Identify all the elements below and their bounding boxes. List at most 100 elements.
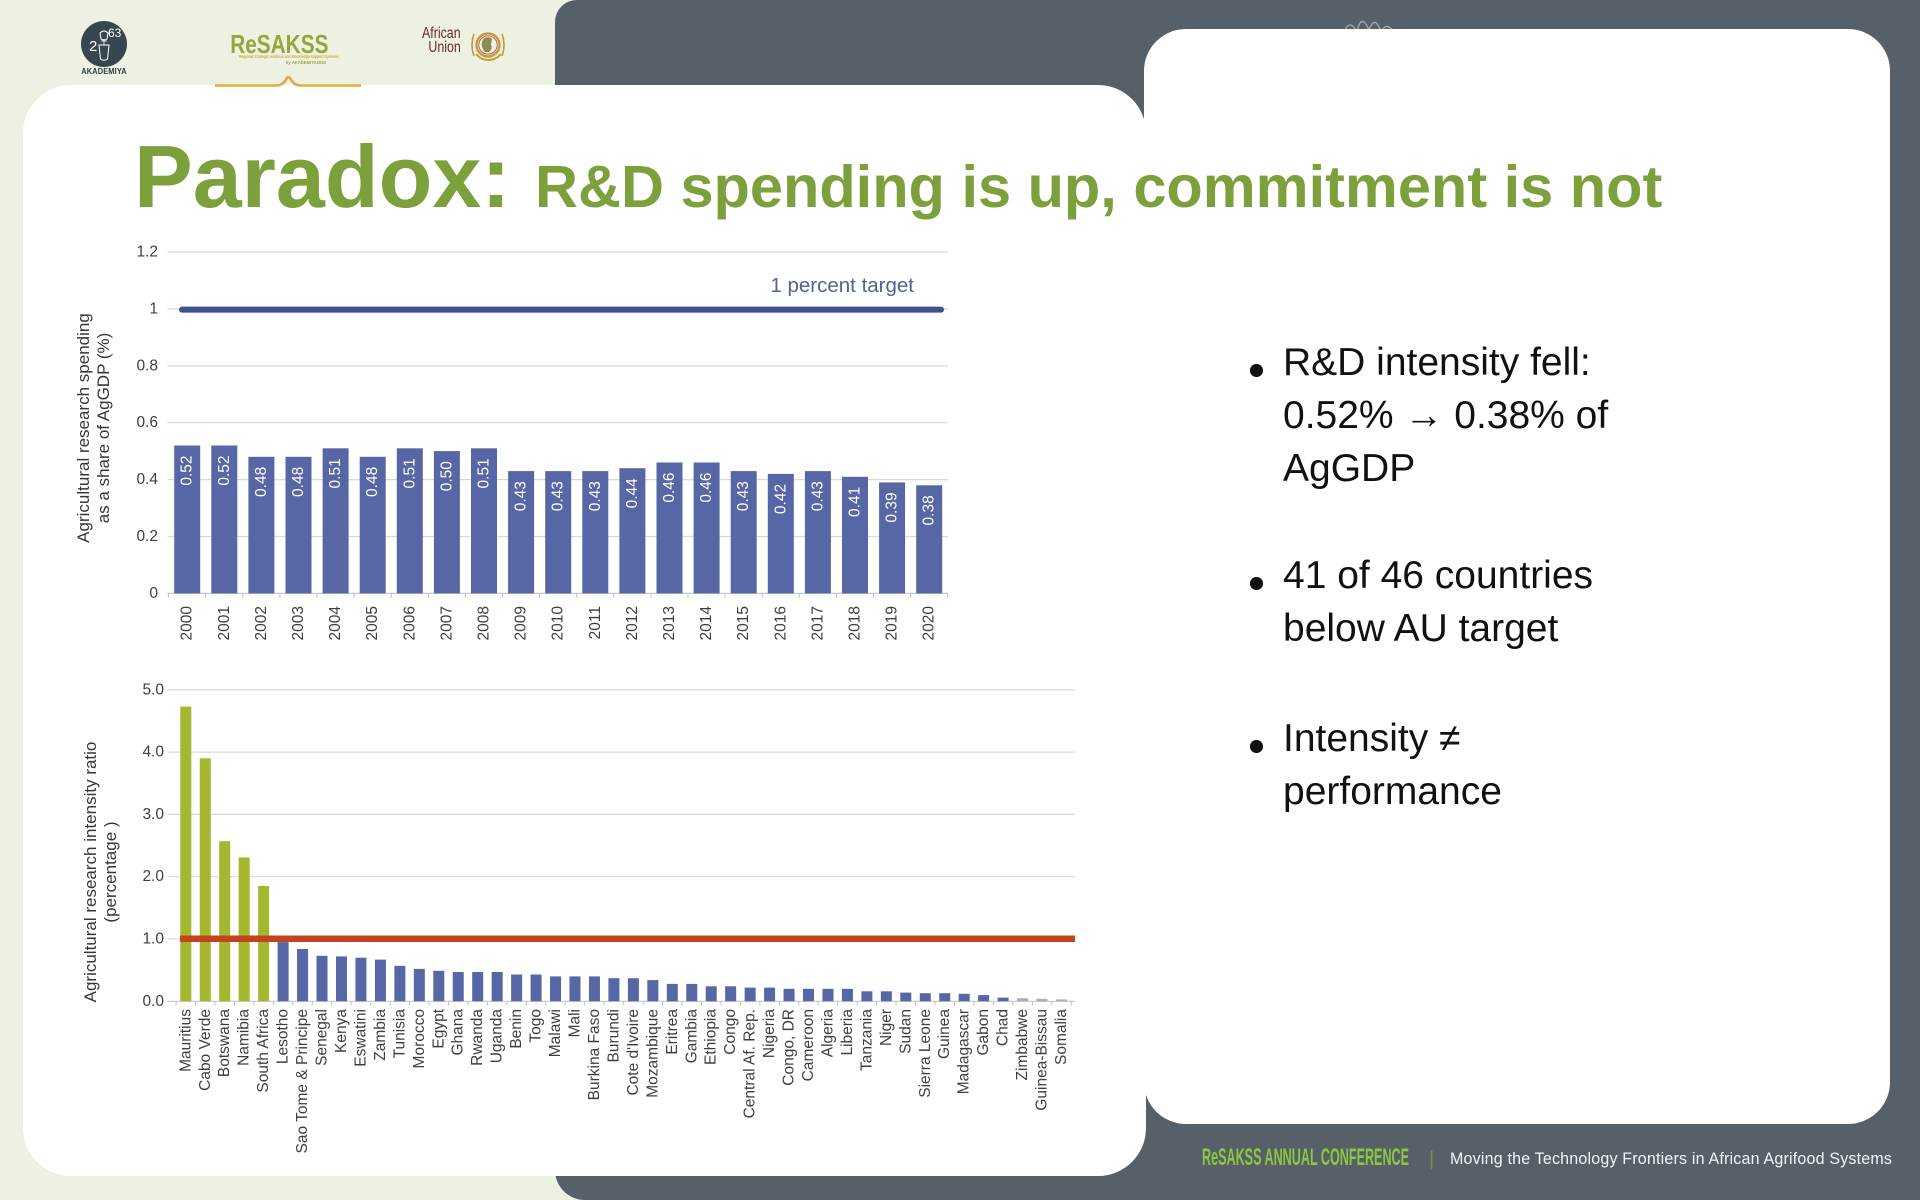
svg-text:2006: 2006 xyxy=(401,606,418,640)
svg-text:2009: 2009 xyxy=(513,606,530,640)
svg-text:Guinea-Bissau: Guinea-Bissau xyxy=(1034,1009,1051,1111)
svg-text:Lesotho: Lesotho xyxy=(275,1009,292,1064)
svg-text:0.38: 0.38 xyxy=(921,495,938,525)
svg-text:Uganda: Uganda xyxy=(489,1009,506,1064)
svg-text:Congo, DR: Congo, DR xyxy=(781,1009,798,1086)
svg-text:2004: 2004 xyxy=(327,606,344,641)
svg-text:0.50: 0.50 xyxy=(438,461,455,492)
svg-text:Burundi: Burundi xyxy=(605,1009,622,1062)
svg-text:0.44: 0.44 xyxy=(624,478,641,509)
svg-text:Ghana: Ghana xyxy=(450,1009,467,1056)
svg-text:2015: 2015 xyxy=(735,606,752,640)
svg-text:0.43: 0.43 xyxy=(735,481,752,511)
svg-text:2019: 2019 xyxy=(884,606,901,640)
svg-text:2001: 2001 xyxy=(216,606,233,640)
svg-text:Cabo Verde: Cabo Verde xyxy=(197,1009,214,1091)
svg-text:2: 2 xyxy=(89,38,97,55)
svg-text:Benin: Benin xyxy=(508,1009,525,1049)
svg-text:63: 63 xyxy=(108,26,122,40)
svg-text:Guinea: Guinea xyxy=(936,1009,953,1059)
svg-text:Niger: Niger xyxy=(878,1009,895,1046)
svg-text:Mali: Mali xyxy=(567,1009,584,1037)
svg-text:Namibia: Namibia xyxy=(236,1009,253,1066)
svg-text:2010: 2010 xyxy=(550,606,567,641)
svg-text:2011: 2011 xyxy=(587,606,604,639)
svg-text:Ethiopia: Ethiopia xyxy=(703,1009,720,1065)
svg-text:Cameroon: Cameroon xyxy=(800,1009,817,1081)
svg-text:Gabon: Gabon xyxy=(975,1009,992,1056)
svg-text:0: 0 xyxy=(149,585,158,602)
svg-text:5.0: 5.0 xyxy=(142,681,164,698)
svg-text:Tanzania: Tanzania xyxy=(858,1009,875,1071)
svg-text:Senegal: Senegal xyxy=(314,1009,331,1066)
svg-text:2007: 2007 xyxy=(438,606,455,640)
svg-text:Chad: Chad xyxy=(995,1009,1012,1046)
svg-text:0.51: 0.51 xyxy=(476,458,493,488)
svg-text:0.43: 0.43 xyxy=(587,481,604,511)
svg-text:Sierra Leone: Sierra Leone xyxy=(917,1009,934,1098)
svg-text:1.2: 1.2 xyxy=(136,244,158,261)
svg-text:Eswatini: Eswatini xyxy=(352,1009,369,1067)
svg-text:0.42: 0.42 xyxy=(772,484,789,514)
svg-text:Zambia: Zambia xyxy=(372,1009,389,1061)
svg-text:2005: 2005 xyxy=(364,606,381,640)
svg-text:0.4: 0.4 xyxy=(136,471,158,488)
svg-text:Somalia: Somalia xyxy=(1053,1009,1070,1065)
svg-text:Rwanda: Rwanda xyxy=(469,1009,486,1066)
svg-text:Sao Tome & Principe: Sao Tome & Principe xyxy=(294,1009,311,1153)
svg-text:4.0: 4.0 xyxy=(142,744,164,761)
svg-text:0.41: 0.41 xyxy=(847,487,864,517)
svg-text:Madagascar: Madagascar xyxy=(956,1009,973,1094)
svg-text:2003: 2003 xyxy=(290,606,307,640)
svg-text:0.52: 0.52 xyxy=(216,456,233,486)
svg-text:Central Af. Rep.: Central Af. Rep. xyxy=(742,1009,759,1118)
svg-text:Nigeria: Nigeria xyxy=(761,1009,778,1058)
svg-text:Liberia: Liberia xyxy=(839,1009,856,1056)
svg-text:Mozambique: Mozambique xyxy=(644,1009,661,1098)
svg-text:2012: 2012 xyxy=(624,606,641,640)
svg-text:Sudan: Sudan xyxy=(897,1009,914,1054)
svg-text:Zimbabwe: Zimbabwe xyxy=(1014,1009,1031,1081)
svg-text:Algeria: Algeria xyxy=(819,1009,836,1058)
svg-text:2018: 2018 xyxy=(847,606,864,640)
svg-text:0.48: 0.48 xyxy=(253,467,270,497)
svg-text:0.2: 0.2 xyxy=(136,528,158,545)
svg-text:Morocco: Morocco xyxy=(411,1009,428,1068)
svg-text:Tunisia: Tunisia xyxy=(391,1009,408,1059)
svg-text:Gambia: Gambia xyxy=(683,1009,700,1064)
svg-text:Togo: Togo xyxy=(528,1009,545,1043)
svg-text:Congo: Congo xyxy=(722,1009,739,1055)
svg-text:2.0: 2.0 xyxy=(142,868,164,885)
svg-text:1 percent target: 1 percent target xyxy=(770,274,914,297)
svg-text:Botswana: Botswana xyxy=(216,1009,233,1077)
svg-text:Cote d'Ivoire: Cote d'Ivoire xyxy=(625,1009,642,1096)
svg-text:Egypt: Egypt xyxy=(430,1008,447,1048)
svg-text:0.43: 0.43 xyxy=(550,481,567,511)
svg-text:0.52: 0.52 xyxy=(179,456,196,486)
svg-text:0.46: 0.46 xyxy=(698,473,715,503)
svg-text:2020: 2020 xyxy=(921,606,938,641)
svg-text:1.0: 1.0 xyxy=(142,931,164,948)
svg-text:Malawi: Malawi xyxy=(547,1009,564,1057)
svg-text:0.39: 0.39 xyxy=(884,492,901,522)
svg-text:0.0: 0.0 xyxy=(142,993,164,1010)
svg-text:South Africa: South Africa xyxy=(255,1009,272,1093)
svg-text:0.8: 0.8 xyxy=(136,357,158,374)
svg-text:2002: 2002 xyxy=(253,606,270,640)
svg-text:Kenya: Kenya xyxy=(333,1009,350,1053)
svg-text:1: 1 xyxy=(149,300,158,317)
svg-text:2013: 2013 xyxy=(661,606,678,640)
svg-text:Burkina Faso: Burkina Faso xyxy=(586,1009,603,1100)
svg-text:2008: 2008 xyxy=(476,606,493,640)
svg-text:3.0: 3.0 xyxy=(142,806,164,823)
svg-text:Mauritius: Mauritius xyxy=(177,1009,194,1072)
svg-text:2016: 2016 xyxy=(772,606,789,640)
svg-text:0.46: 0.46 xyxy=(661,473,678,503)
svg-text:0.43: 0.43 xyxy=(809,481,826,511)
svg-text:0.43: 0.43 xyxy=(513,481,530,511)
svg-text:0.48: 0.48 xyxy=(290,467,307,497)
svg-text:Eritrea: Eritrea xyxy=(664,1009,681,1055)
svg-text:0.51: 0.51 xyxy=(401,458,418,488)
svg-text:0.48: 0.48 xyxy=(364,467,381,497)
svg-text:0.51: 0.51 xyxy=(327,458,344,488)
